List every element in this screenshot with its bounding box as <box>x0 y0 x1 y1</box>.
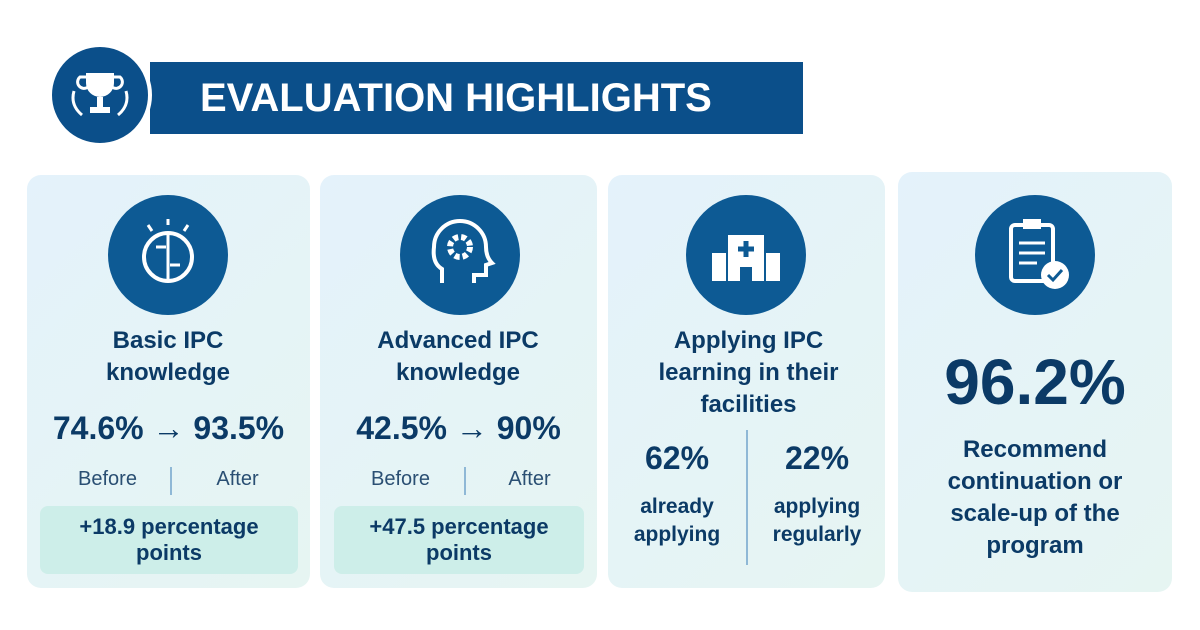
big-stat: 96.2% <box>944 346 1126 418</box>
card-title: Advanced IPC knowledge <box>377 327 539 386</box>
banner <box>150 62 803 134</box>
icon-art <box>142 219 194 283</box>
stat-label: Recommend continuation or scale-up of th… <box>947 436 1123 559</box>
stat: 74.6% → 93.5% <box>52 410 285 446</box>
stat-label: applying regularly <box>772 495 862 546</box>
card-title: Applying IPC learning in their facilitie… <box>658 327 839 418</box>
before-label: Before <box>78 468 137 490</box>
stat-label: already applying <box>633 495 721 546</box>
header-title: EVALUATION HIGHLIGHTS <box>200 76 712 120</box>
change-box: +18.9 percentage points <box>40 506 298 574</box>
card-title: Basic IPC knowledge <box>105 327 231 386</box>
after-label: After <box>216 468 259 490</box>
change-box: +47.5 percentage points <box>334 506 584 574</box>
head-gear-icon <box>400 195 520 315</box>
before-label: Before <box>371 468 430 490</box>
clipboard-icon <box>975 195 1095 315</box>
after-label: After <box>508 468 551 490</box>
stat: 62% <box>644 440 710 476</box>
icon-art <box>431 219 496 283</box>
icon-art <box>712 235 780 281</box>
badge <box>48 43 152 147</box>
divider <box>170 467 172 495</box>
brain-icon <box>108 195 228 315</box>
trophy-icon <box>71 73 129 117</box>
change: +47.5 percentage points <box>369 514 549 565</box>
stat: 22% <box>784 440 850 476</box>
icon-art <box>1009 219 1069 289</box>
divider <box>464 467 466 495</box>
divider <box>746 430 748 565</box>
stat: 42.5% → 90% <box>356 410 561 446</box>
hospital-icon <box>686 195 806 315</box>
change: +18.9 percentage points <box>79 514 259 565</box>
